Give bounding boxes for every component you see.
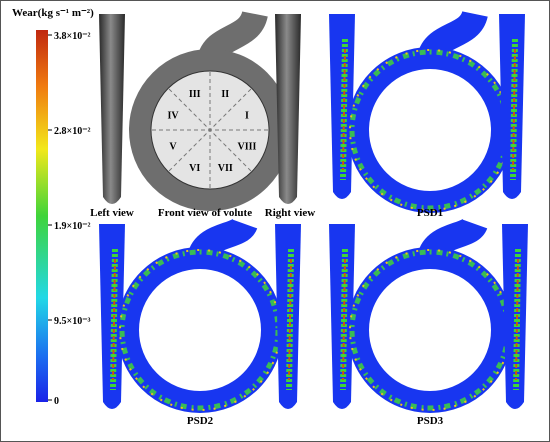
volute-edge: [150, 70, 270, 190]
colorbar-tick-label: 9.5×10⁻³: [54, 316, 90, 327]
wear-streak: [342, 258, 346, 381]
wear-streak: [512, 48, 516, 171]
pipe: [99, 14, 125, 204]
pipe: [275, 14, 301, 204]
sector-label: VII: [218, 163, 233, 174]
sector-label: V: [169, 141, 177, 152]
colorbar-tick-label: 0: [54, 396, 59, 407]
wear-streak: [342, 48, 346, 171]
volute-ring: [117, 247, 283, 413]
sector-line: [168, 88, 252, 172]
volute-ring: [347, 247, 513, 413]
colorbar-tick-label: 2.8×10⁻²: [54, 126, 90, 137]
sector-label: VI: [189, 163, 200, 174]
wear-streak: [288, 258, 292, 381]
view-label: Right view: [265, 207, 315, 219]
wear-streak: [515, 258, 519, 381]
sector-label: II: [221, 89, 229, 100]
panel-label: PSD1: [417, 207, 443, 219]
view-label: Left view: [90, 207, 134, 219]
panel-label: PSD3: [417, 415, 444, 427]
sector-label: VIII: [238, 141, 257, 152]
wear-streak: [112, 258, 116, 381]
colorbar-tick-label: 1.9×10⁻²: [54, 221, 90, 232]
sector-label: I: [245, 111, 249, 122]
sector-label: III: [189, 89, 201, 100]
colorbar-tick-label: 3.8×10⁻²: [54, 31, 90, 42]
colorbar: [36, 30, 48, 402]
view-label: Front view of volute: [158, 207, 252, 219]
sector-label: IV: [167, 111, 179, 122]
panel-label: PSD2: [187, 415, 214, 427]
colorbar-title: Wear(kg s⁻¹ m⁻²): [12, 7, 94, 19]
